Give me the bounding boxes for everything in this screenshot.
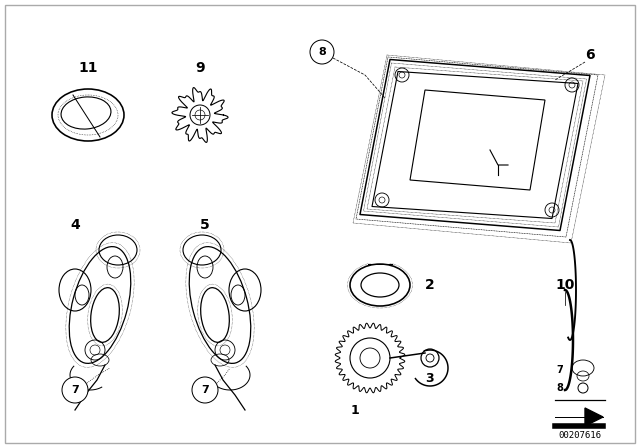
Text: 3: 3: [426, 371, 435, 384]
Text: 8: 8: [557, 383, 563, 393]
Text: 6: 6: [585, 48, 595, 62]
Polygon shape: [585, 408, 603, 426]
Text: 7: 7: [201, 385, 209, 395]
Circle shape: [310, 40, 334, 64]
Text: 2: 2: [425, 278, 435, 292]
Text: 4: 4: [70, 218, 80, 232]
Text: 11: 11: [78, 61, 98, 75]
Text: 5: 5: [200, 218, 210, 232]
Text: 00207616: 00207616: [559, 431, 602, 439]
Text: 7: 7: [71, 385, 79, 395]
Circle shape: [192, 377, 218, 403]
Text: 1: 1: [351, 404, 360, 417]
Text: 9: 9: [195, 61, 205, 75]
Text: 7: 7: [557, 365, 563, 375]
Circle shape: [62, 377, 88, 403]
Text: 10: 10: [556, 278, 575, 292]
Text: 8: 8: [318, 47, 326, 57]
